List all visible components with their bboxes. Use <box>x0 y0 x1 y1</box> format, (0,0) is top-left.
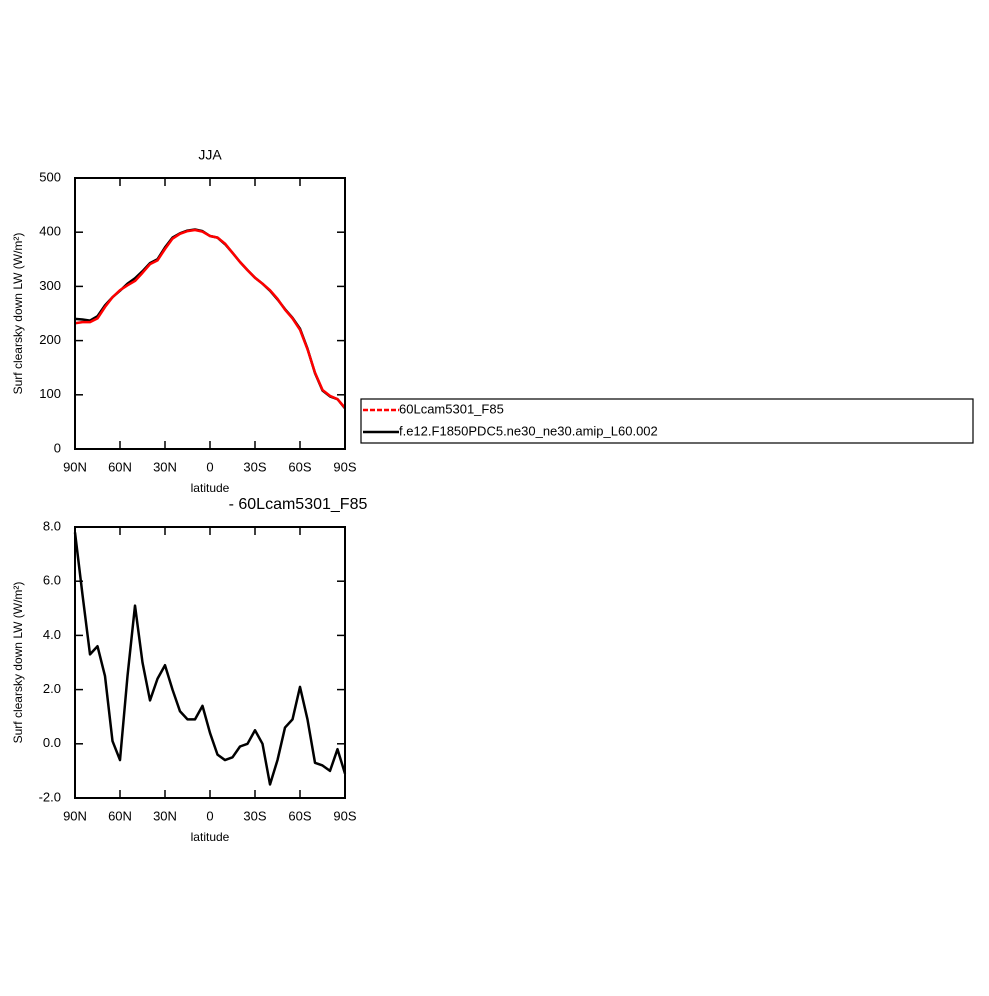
y-tick-label: -2.0 <box>39 789 61 804</box>
data-line <box>74 228 346 410</box>
x-tick-label: 30N <box>153 808 177 823</box>
y-tick-label: 500 <box>39 169 61 184</box>
x-tick-label: 60N <box>108 459 132 474</box>
data-line <box>73 532 347 786</box>
plot-frame <box>74 177 346 450</box>
x-tick-label: 30N <box>153 459 177 474</box>
x-axis-label: latitude <box>191 481 230 495</box>
plot-frame <box>74 526 346 799</box>
y-tick-label: 100 <box>39 386 61 401</box>
y-tick-label: 300 <box>39 278 61 293</box>
chart-title: - 60Lcam5301_F85 <box>229 496 368 513</box>
y-tick-label: 200 <box>39 332 61 347</box>
x-tick-label: 0 <box>206 459 213 474</box>
x-tick-label: 0 <box>206 808 213 823</box>
legend-box <box>360 398 974 444</box>
chart-title: JJA <box>198 147 222 163</box>
x-tick-label: 60S <box>288 459 311 474</box>
y-tick-label: 8.0 <box>43 518 61 533</box>
y-tick-label: 2.0 <box>43 681 61 696</box>
x-axis-label: latitude <box>191 830 230 844</box>
legend-label: 60Lcam5301_F85 <box>399 401 504 416</box>
legend-label: f.e12.F1850PDC5.ne30_ne30.amip_L60.002 <box>399 423 658 438</box>
y-axis-label: Surf clearsky down LW (W/m²) <box>11 233 25 395</box>
y-axis-label: Surf clearsky down LW (W/m²) <box>11 582 25 744</box>
x-tick-label: 60N <box>108 808 132 823</box>
x-tick-label: 90S <box>333 459 356 474</box>
y-tick-label: 6.0 <box>43 573 61 588</box>
x-tick-label: 30S <box>243 808 266 823</box>
y-tick-label: 0.0 <box>43 735 61 750</box>
x-tick-label: 90S <box>333 808 356 823</box>
y-tick-label: 4.0 <box>43 627 61 642</box>
x-tick-label: 90N <box>63 808 87 823</box>
x-tick-label: 60S <box>288 808 311 823</box>
x-tick-label: 90N <box>63 459 87 474</box>
y-tick-label: 0 <box>54 440 61 455</box>
y-tick-label: 400 <box>39 224 61 239</box>
data-line <box>74 228 346 409</box>
x-tick-label: 30S <box>243 459 266 474</box>
